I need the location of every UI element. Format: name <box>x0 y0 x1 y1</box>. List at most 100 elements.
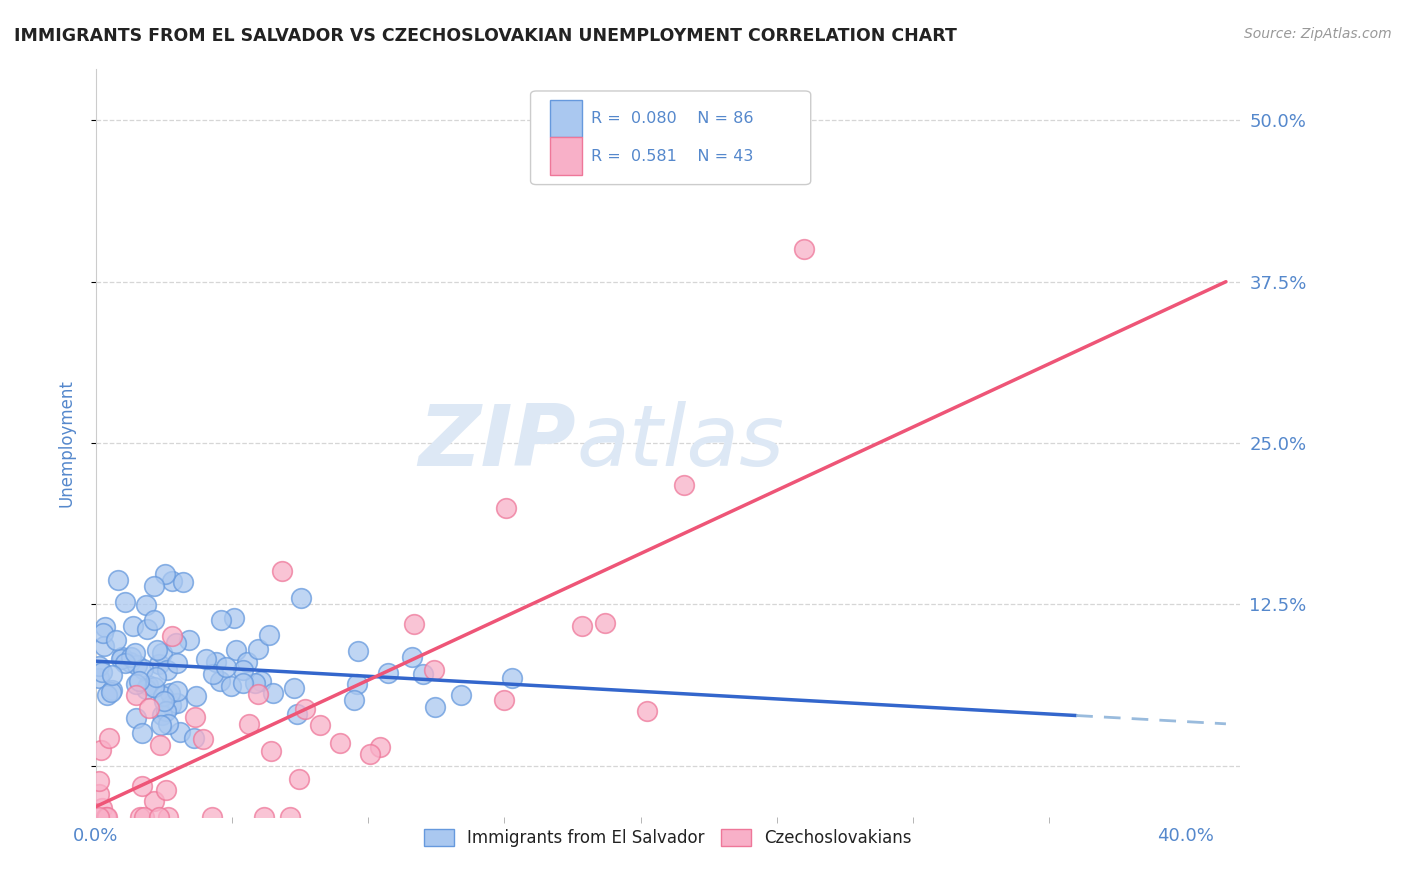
Point <box>359 747 381 762</box>
Point <box>135 681 157 696</box>
Point <box>294 701 316 715</box>
Point <box>96 810 118 824</box>
Point <box>201 810 224 824</box>
Point <box>124 646 146 660</box>
Point <box>215 660 238 674</box>
Point <box>159 686 181 700</box>
Point <box>250 673 273 688</box>
Point <box>183 710 205 724</box>
Point <box>194 651 217 665</box>
Point <box>100 685 122 699</box>
Point <box>149 718 172 732</box>
Text: Source: ZipAtlas.com: Source: ZipAtlas.com <box>1244 27 1392 41</box>
Point <box>343 693 366 707</box>
Point <box>423 663 446 677</box>
Text: ZIP: ZIP <box>419 401 576 484</box>
Point <box>346 677 368 691</box>
Point <box>247 687 270 701</box>
Point <box>571 618 593 632</box>
Point <box>160 698 183 712</box>
Point <box>183 731 205 745</box>
Point <box>132 662 155 676</box>
Point <box>285 706 308 721</box>
Point <box>93 626 115 640</box>
Point <box>129 810 152 824</box>
Point <box>232 676 254 690</box>
Point <box>110 652 132 666</box>
Point <box>278 810 301 824</box>
Point <box>93 640 115 654</box>
Point <box>153 567 176 582</box>
Point <box>157 810 180 824</box>
Point <box>131 779 153 793</box>
Point <box>125 677 148 691</box>
Point <box>201 666 224 681</box>
Point <box>495 501 517 516</box>
Point <box>135 622 157 636</box>
FancyBboxPatch shape <box>530 91 811 185</box>
Point <box>160 629 183 643</box>
Point <box>125 711 148 725</box>
Point <box>247 642 270 657</box>
Point <box>156 663 179 677</box>
Point <box>290 591 312 605</box>
Point <box>90 801 112 815</box>
Point <box>155 704 177 718</box>
Point <box>107 573 129 587</box>
Bar <box>550 137 582 175</box>
Point <box>169 725 191 739</box>
Point <box>423 700 446 714</box>
Point <box>87 659 110 673</box>
Point <box>138 701 160 715</box>
Point <box>150 646 173 660</box>
Point <box>166 684 188 698</box>
Point <box>114 656 136 670</box>
Point <box>209 613 232 627</box>
Point <box>148 657 170 671</box>
Point <box>224 611 246 625</box>
Point <box>271 564 294 578</box>
Point <box>402 617 425 632</box>
Point <box>412 667 434 681</box>
Point <box>90 742 112 756</box>
Point <box>120 655 142 669</box>
Point <box>93 620 115 634</box>
Text: R =  0.581    N = 43: R = 0.581 N = 43 <box>591 149 754 163</box>
Point <box>636 704 658 718</box>
Point <box>143 613 166 627</box>
Point <box>593 616 616 631</box>
Point <box>96 688 118 702</box>
Point <box>236 655 259 669</box>
Point <box>155 782 177 797</box>
Text: atlas: atlas <box>576 401 785 484</box>
Point <box>87 787 110 801</box>
Point <box>368 740 391 755</box>
Point <box>672 477 695 491</box>
Point <box>232 663 254 677</box>
Point <box>259 628 281 642</box>
Point <box>125 688 148 702</box>
Point <box>172 574 194 589</box>
Bar <box>550 100 582 137</box>
Point <box>91 665 114 680</box>
Point <box>87 810 110 824</box>
Y-axis label: Unemployment: Unemployment <box>58 379 75 507</box>
Point <box>401 649 423 664</box>
Point <box>100 683 122 698</box>
Point <box>288 772 311 786</box>
Point <box>128 674 150 689</box>
Point <box>793 242 815 256</box>
Point <box>377 666 399 681</box>
Point <box>149 738 172 752</box>
Point <box>122 618 145 632</box>
Point <box>148 810 170 824</box>
Point <box>160 574 183 588</box>
Legend: Immigrants from El Salvador, Czechoslovakians: Immigrants from El Salvador, Czechoslova… <box>418 822 918 854</box>
Point <box>245 676 267 690</box>
Point <box>346 644 368 658</box>
Point <box>309 718 332 732</box>
Point <box>329 736 352 750</box>
Point <box>152 689 174 703</box>
Point <box>143 681 166 695</box>
Point <box>135 598 157 612</box>
